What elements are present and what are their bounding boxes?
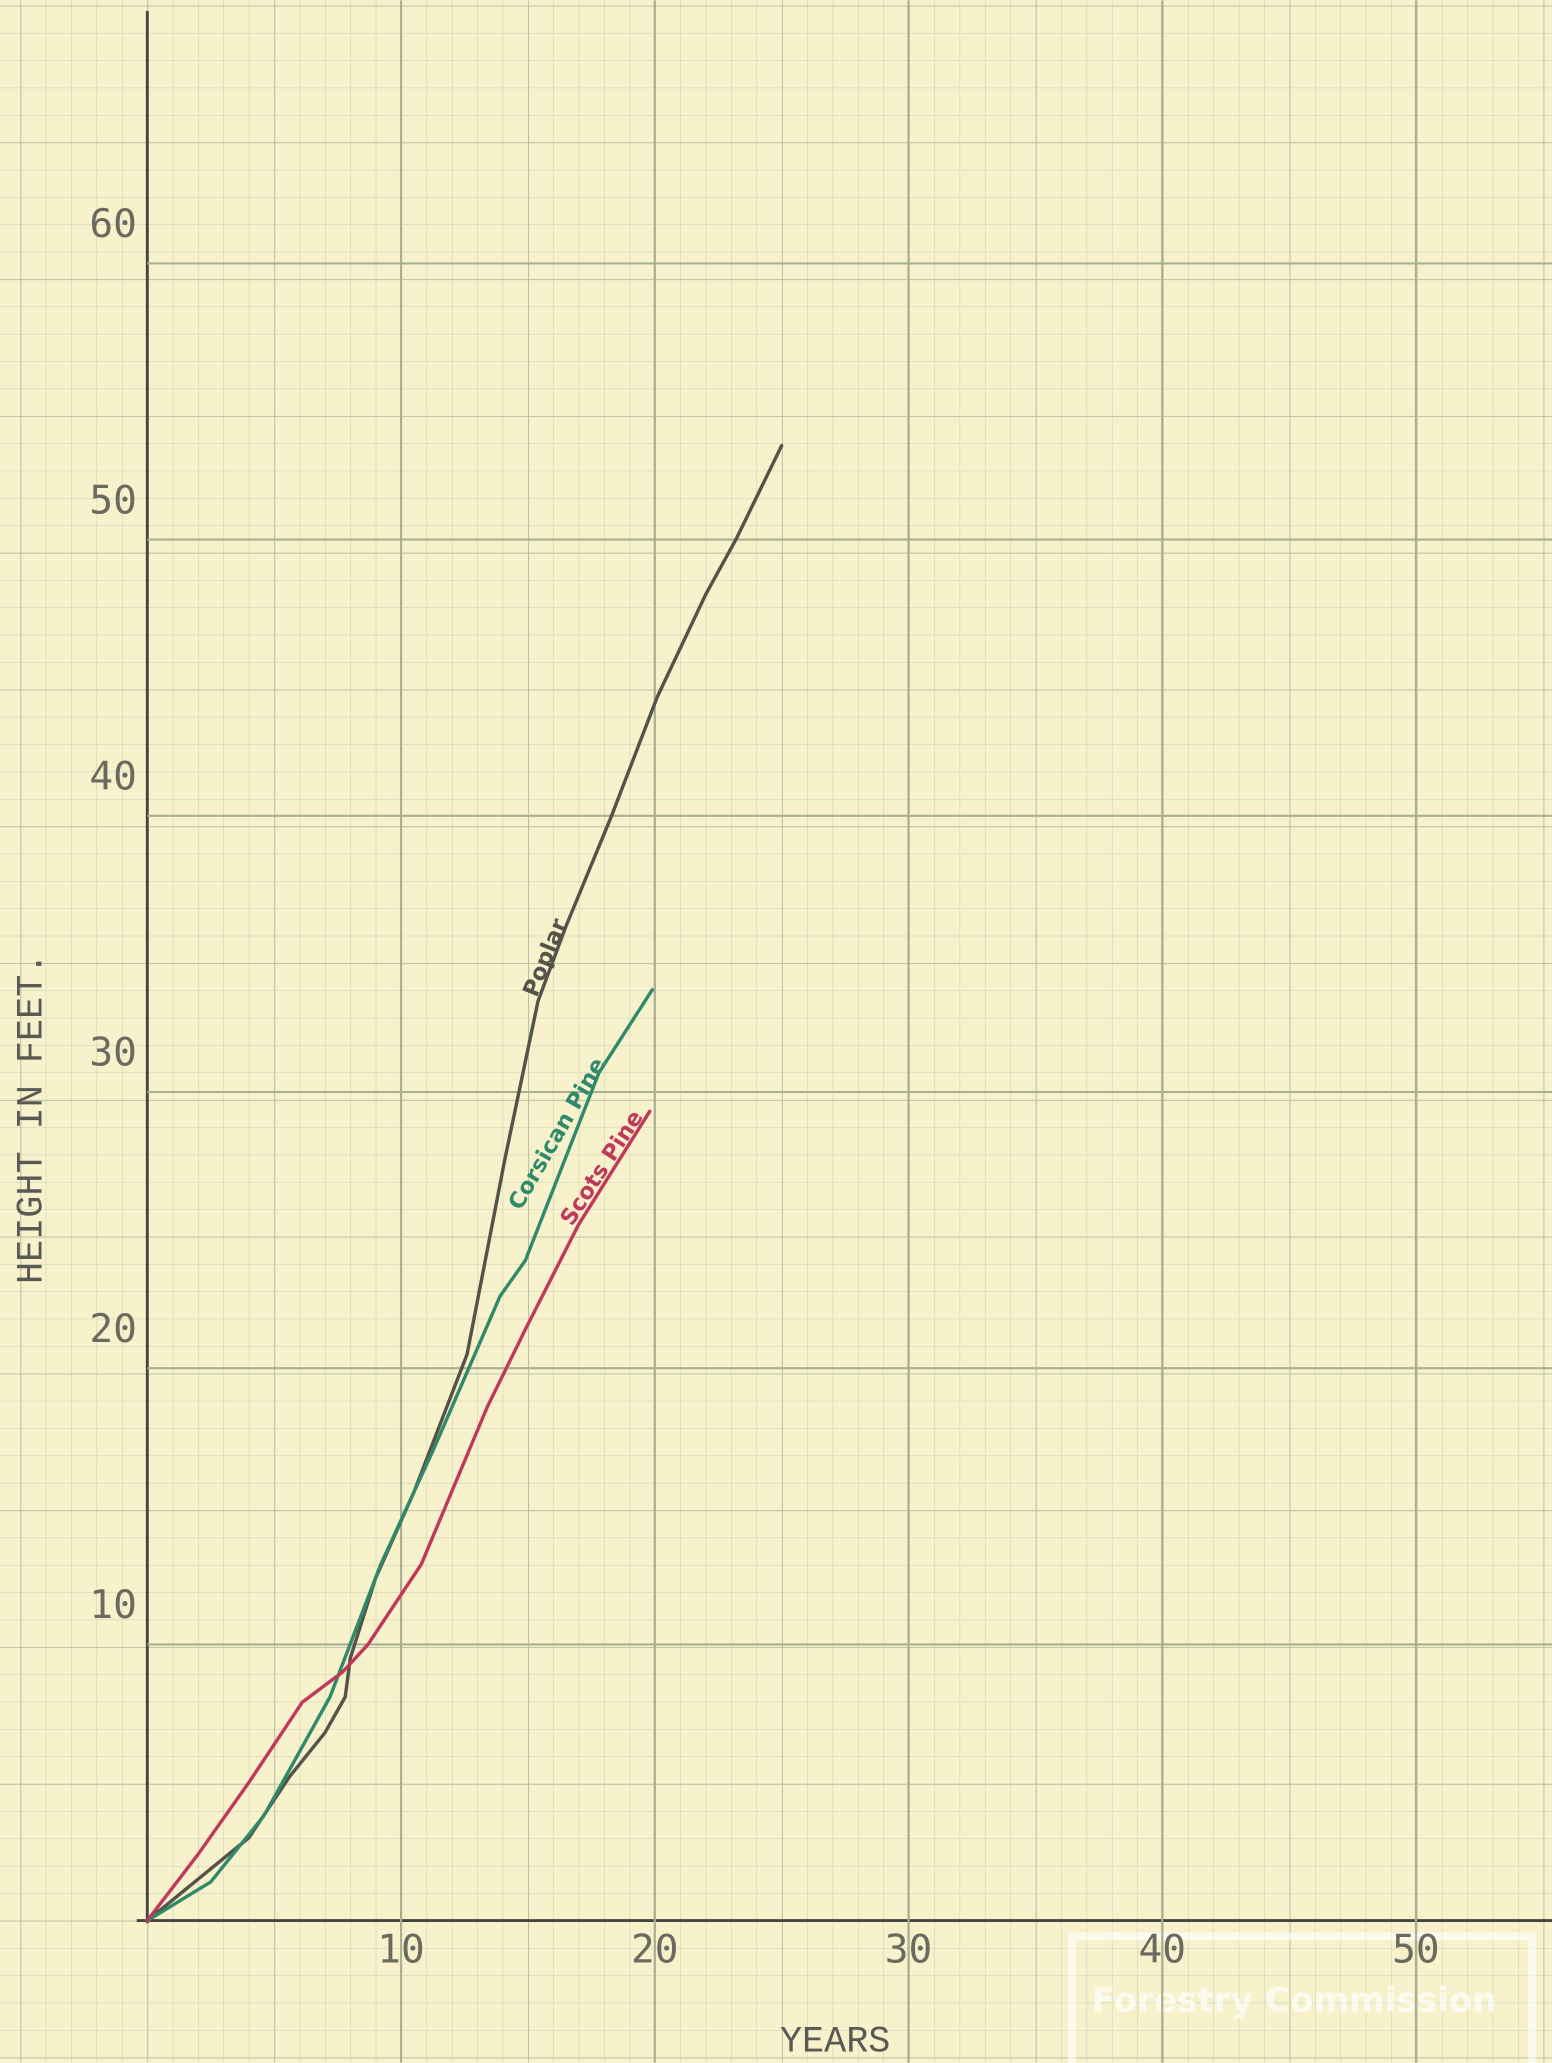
x-tick-label: 40: [1138, 1927, 1186, 1973]
chart: Forestry Commission HEIGHT IN FEET. YEAR…: [0, 0, 1552, 2063]
y-tick-label: 50: [89, 477, 137, 523]
y-tick-label: 10: [89, 1582, 137, 1628]
page: Forestry Commission HEIGHT IN FEET. YEAR…: [0, 0, 1552, 2063]
x-axis-title: YEARS: [780, 2021, 890, 2063]
x-tick-label: 20: [631, 1927, 679, 1973]
paper-grid-major: [0, 0, 1552, 2062]
y-tick-label: 60: [89, 201, 137, 247]
x-tick-label: 50: [1392, 1927, 1440, 1973]
y-tick-label: 40: [89, 753, 137, 799]
y-tick-label: 30: [89, 1030, 137, 1076]
y-tick-label: 20: [89, 1306, 137, 1352]
x-tick-label: 10: [377, 1927, 425, 1973]
watermark: Forestry Commission: [1092, 1981, 1497, 2021]
x-tick-label: 30: [885, 1927, 932, 1973]
y-axis-title: HEIGHT IN FEET.: [11, 953, 53, 1284]
